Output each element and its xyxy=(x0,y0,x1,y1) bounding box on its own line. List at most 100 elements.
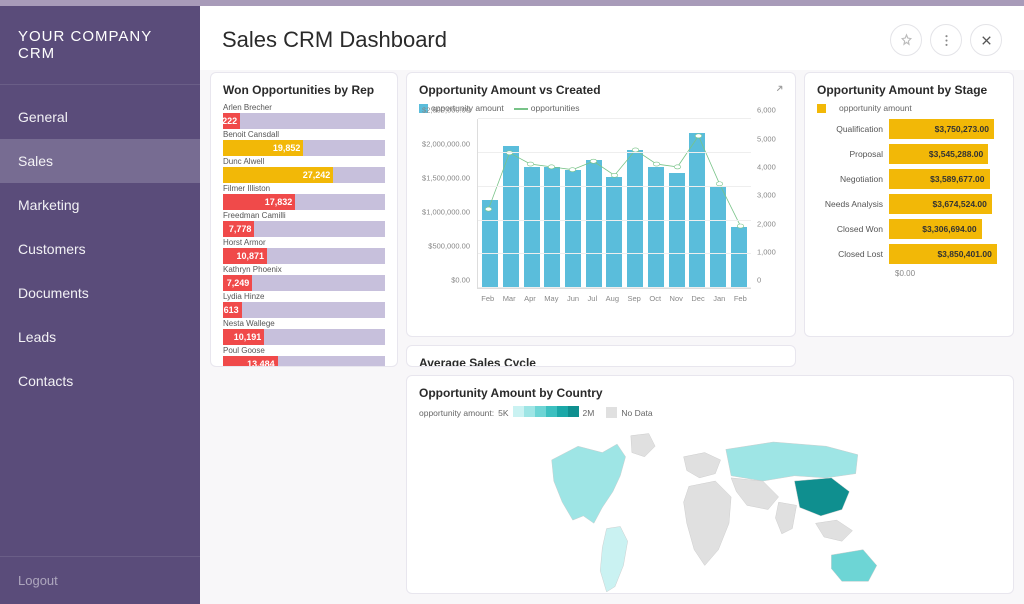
sidebar-item-leads[interactable]: Leads xyxy=(0,315,200,359)
stage-label: Needs Analysis xyxy=(817,199,889,209)
chart-legend: opportunity amount opportunities xyxy=(419,103,783,113)
sidebar-item-marketing[interactable]: Marketing xyxy=(0,183,200,227)
won-opportunities-card: Won Opportunities by Rep Arlen Brecher 4… xyxy=(210,72,398,367)
x-label: Apr xyxy=(524,294,536,314)
x-label: Oct xyxy=(649,294,661,314)
x-label: Jul xyxy=(588,294,598,314)
rep-row: Poul Goose 13,484 xyxy=(223,346,385,367)
sidebar-item-customers[interactable]: Customers xyxy=(0,227,200,271)
rep-value: 10,871 xyxy=(237,251,265,261)
rep-name: Poul Goose xyxy=(223,346,385,355)
stage-axis-zero: $0.00 xyxy=(895,269,1001,278)
amount-by-stage-card: Opportunity Amount by Stage opportunity … xyxy=(804,72,1014,337)
rep-row: Freedman Camilli 7,778 xyxy=(223,211,385,237)
expand-icon[interactable] xyxy=(774,83,785,94)
stage-bar[interactable]: $3,545,288.00 xyxy=(889,144,988,164)
rep-list: Arlen Brecher 4,222 Benoit Cansdall 19,8… xyxy=(223,103,385,367)
rep-bar[interactable]: 19,852 xyxy=(223,140,303,156)
rep-value: 27,242 xyxy=(303,170,331,180)
x-label: Jan xyxy=(713,294,725,314)
rep-bar[interactable]: 4,613 xyxy=(223,302,242,318)
sidebar-item-general[interactable]: General xyxy=(0,95,200,139)
x-axis-labels: FebMarAprMayJunJulAugSepOctNovDecJanFeb xyxy=(477,294,751,314)
main-content: Sales CRM Dashboard Won Opportunities by… xyxy=(200,6,1024,604)
rep-bar-track: 7,249 xyxy=(223,275,385,291)
rep-row: Filmer Illiston 17,832 xyxy=(223,184,385,210)
stage-bar[interactable]: $3,750,273.00 xyxy=(889,119,994,139)
rep-bar[interactable]: 4,222 xyxy=(223,113,240,129)
rep-name: Lydia Hinze xyxy=(223,292,385,301)
rep-row: Arlen Brecher 4,222 xyxy=(223,103,385,129)
stage-label: Qualification xyxy=(817,124,889,134)
rep-bar[interactable]: 10,191 xyxy=(223,329,264,345)
logout-link[interactable]: Logout xyxy=(0,556,200,604)
rep-bar-track: 10,191 xyxy=(223,329,385,345)
stage-label: Proposal xyxy=(817,149,889,159)
amount-vs-created-card: Opportunity Amount vs Created opportunit… xyxy=(406,72,796,337)
sidebar-item-contacts[interactable]: Contacts xyxy=(0,359,200,403)
rep-row: Horst Armor 10,871 xyxy=(223,238,385,264)
x-label: Aug xyxy=(606,294,619,314)
stage-bar[interactable]: $3,674,524.00 xyxy=(889,194,992,214)
stage-value: $3,674,524.00 xyxy=(933,199,987,209)
rep-value: 17,832 xyxy=(265,197,293,207)
app-container: YOUR COMPANY CRM GeneralSalesMarketingCu… xyxy=(0,6,1024,604)
page-title: Sales CRM Dashboard xyxy=(222,27,882,53)
legend-min: 5K xyxy=(498,408,508,418)
rep-row: Kathryn Phoenix 7,249 xyxy=(223,265,385,291)
stage-value: $3,850,401.00 xyxy=(937,249,991,259)
stage-row: Closed Won $3,306,694.00 xyxy=(817,219,1001,239)
amount-by-country-card: Opportunity Amount by Country opportunit… xyxy=(406,375,1014,594)
card-title: Opportunity Amount vs Created xyxy=(419,83,783,97)
stage-bar[interactable]: $3,589,677.00 xyxy=(889,169,990,189)
legend-nodata: No Data xyxy=(621,408,652,418)
rep-row: Nesta Wallege 10,191 xyxy=(223,319,385,345)
avg-sales-cycle-card: Average Sales Cycle average sales cycle … xyxy=(406,345,796,367)
sidebar: YOUR COMPANY CRM GeneralSalesMarketingCu… xyxy=(0,6,200,604)
legend-label-line: opportunities xyxy=(531,103,580,113)
x-label: Dec xyxy=(691,294,704,314)
rep-bar-track: 10,871 xyxy=(223,248,385,264)
stage-label: Closed Lost xyxy=(817,249,889,259)
rep-bar-track: 7,778 xyxy=(223,221,385,237)
stage-row: Qualification $3,750,273.00 xyxy=(817,119,1001,139)
rep-value: 4,613 xyxy=(216,305,239,315)
chart-legend: opportunity amount xyxy=(817,103,1001,113)
stage-value: $3,750,273.00 xyxy=(935,124,989,134)
rep-bar[interactable]: 13,484 xyxy=(223,356,278,367)
stage-bar[interactable]: $3,306,694.00 xyxy=(889,219,982,239)
rep-value: 10,191 xyxy=(234,332,262,342)
map-legend: opportunity amount: 5K 2M No Data xyxy=(419,406,1001,419)
x-label: Mar xyxy=(503,294,516,314)
combo-plot-area xyxy=(477,119,751,289)
x-label: Feb xyxy=(734,294,747,314)
y-axis-right: 01,0002,0003,0004,0005,0006,000 xyxy=(753,119,783,289)
rep-name: Filmer Illiston xyxy=(223,184,385,193)
dashboard-grid: Won Opportunities by Rep Arlen Brecher 4… xyxy=(200,70,1024,604)
rep-bar[interactable]: 17,832 xyxy=(223,194,295,210)
x-label: May xyxy=(544,294,558,314)
rep-bar[interactable]: 7,249 xyxy=(223,275,252,291)
sidebar-nav: GeneralSalesMarketingCustomersDocumentsL… xyxy=(0,85,200,556)
stage-value: $3,589,677.00 xyxy=(930,174,984,184)
sidebar-item-documents[interactable]: Documents xyxy=(0,271,200,315)
rep-value: 7,249 xyxy=(227,278,250,288)
rep-value: 13,484 xyxy=(247,359,275,367)
sidebar-item-sales[interactable]: Sales xyxy=(0,139,200,183)
stage-bar[interactable]: $3,850,401.00 xyxy=(889,244,997,264)
x-label: Feb xyxy=(481,294,494,314)
more-icon-button[interactable] xyxy=(930,24,962,56)
rep-name: Arlen Brecher xyxy=(223,103,385,112)
card-title: Opportunity Amount by Stage xyxy=(817,83,1001,97)
rep-bar[interactable]: 10,871 xyxy=(223,248,267,264)
close-icon-button[interactable] xyxy=(970,24,1002,56)
world-map[interactable] xyxy=(419,423,1001,594)
rep-bar[interactable]: 7,778 xyxy=(223,221,254,237)
pin-icon-button[interactable] xyxy=(890,24,922,56)
rep-value: 4,222 xyxy=(215,116,238,126)
rep-row: Lydia Hinze 4,613 xyxy=(223,292,385,318)
legend-label: opportunity amount xyxy=(839,103,912,113)
rep-row: Benoit Cansdall 19,852 xyxy=(223,130,385,156)
rep-name: Kathryn Phoenix xyxy=(223,265,385,274)
rep-bar[interactable]: 27,242 xyxy=(223,167,333,183)
